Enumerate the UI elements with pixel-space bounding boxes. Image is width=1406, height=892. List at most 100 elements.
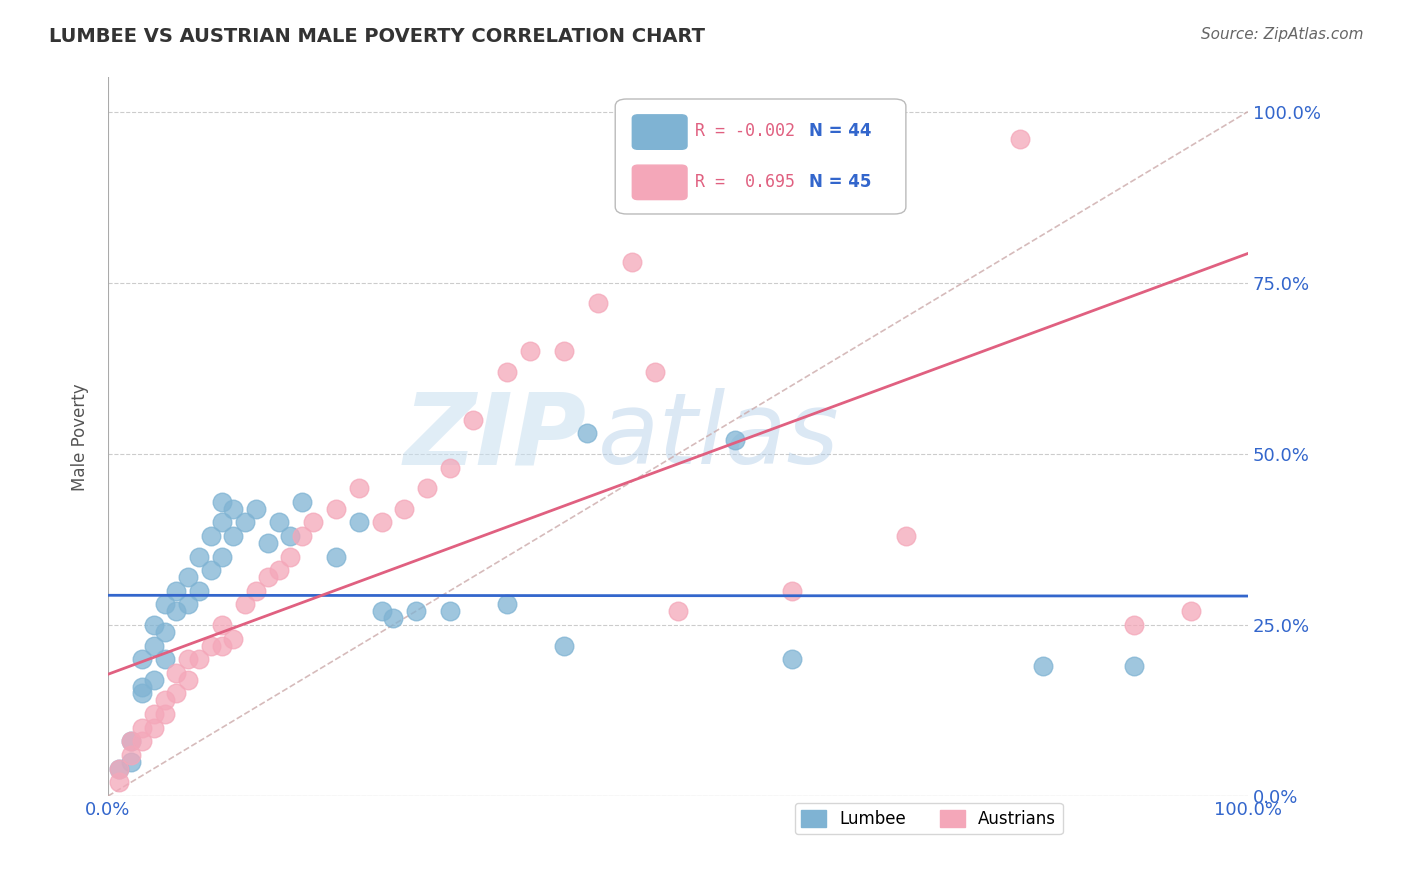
Point (200, 639, 222, 653)
Point (177, 673, 200, 687)
Point (131, 734, 153, 748)
Point (280, 529, 302, 543)
Point (188, 549, 211, 564)
Point (416, 481, 439, 495)
Point (165, 686, 187, 700)
Point (120, 734, 142, 748)
Point (177, 570, 200, 584)
Point (131, 686, 153, 700)
Point (153, 706, 176, 721)
Point (245, 501, 267, 516)
Point (177, 598, 200, 612)
Point (724, 433, 747, 447)
Legend: Lumbee, Austrians: Lumbee, Austrians (794, 803, 1063, 835)
Point (222, 632, 245, 646)
Point (1122, 659, 1144, 673)
Point (256, 536, 278, 550)
FancyBboxPatch shape (616, 99, 905, 214)
Point (142, 618, 165, 632)
Point (1122, 618, 1144, 632)
Point (553, 344, 575, 359)
Point (291, 529, 314, 543)
Point (280, 549, 302, 564)
Text: R = -0.002: R = -0.002 (695, 122, 794, 140)
Point (1032, 659, 1054, 673)
Point (211, 549, 233, 564)
Point (644, 365, 666, 379)
Point (496, 598, 519, 612)
Point (165, 665, 187, 680)
Point (131, 721, 153, 735)
Point (108, 762, 131, 776)
Point (188, 652, 211, 666)
Text: N = 44: N = 44 (808, 122, 872, 140)
Point (200, 529, 222, 543)
Point (347, 481, 370, 495)
Point (519, 344, 541, 359)
Point (211, 495, 233, 509)
Point (621, 255, 644, 269)
Point (325, 549, 347, 564)
Point (211, 618, 233, 632)
Point (120, 755, 142, 769)
Point (394, 501, 416, 516)
Point (575, 426, 598, 441)
Point (108, 762, 131, 776)
FancyBboxPatch shape (633, 115, 688, 149)
Point (267, 563, 290, 577)
Point (894, 529, 917, 543)
Point (496, 365, 519, 379)
Point (142, 639, 165, 653)
Point (347, 516, 370, 530)
Point (553, 639, 575, 653)
Point (325, 501, 347, 516)
Point (586, 296, 609, 310)
Point (142, 721, 165, 735)
Point (200, 563, 222, 577)
FancyBboxPatch shape (633, 165, 688, 200)
Point (120, 734, 142, 748)
Point (108, 775, 131, 789)
Y-axis label: Male Poverty: Male Poverty (72, 383, 89, 491)
Point (1180, 604, 1202, 618)
Point (405, 604, 427, 618)
Point (120, 747, 142, 762)
Text: R =  0.695: R = 0.695 (695, 173, 794, 191)
Point (302, 516, 325, 530)
Point (153, 598, 176, 612)
Point (153, 624, 176, 639)
Point (461, 412, 484, 426)
Point (222, 529, 245, 543)
Point (666, 604, 689, 618)
Point (177, 652, 200, 666)
Text: atlas: atlas (598, 388, 839, 485)
Text: Source: ZipAtlas.com: Source: ZipAtlas.com (1201, 27, 1364, 42)
Point (267, 516, 290, 530)
Point (153, 652, 176, 666)
Point (131, 652, 153, 666)
Point (188, 583, 211, 598)
Point (233, 516, 256, 530)
Point (142, 673, 165, 687)
Point (256, 570, 278, 584)
Point (780, 583, 803, 598)
Text: LUMBEE VS AUSTRIAN MALE POVERTY CORRELATION CHART: LUMBEE VS AUSTRIAN MALE POVERTY CORRELAT… (49, 27, 706, 45)
Point (1008, 132, 1031, 146)
Point (131, 680, 153, 694)
Point (370, 516, 392, 530)
Point (165, 583, 187, 598)
Point (245, 583, 267, 598)
Point (370, 604, 392, 618)
Point (439, 604, 461, 618)
Point (153, 693, 176, 707)
Point (211, 516, 233, 530)
Point (222, 501, 245, 516)
Point (142, 706, 165, 721)
Point (165, 604, 187, 618)
Text: N = 45: N = 45 (808, 173, 872, 191)
Point (211, 639, 233, 653)
Point (233, 598, 256, 612)
Point (439, 460, 461, 475)
Point (291, 495, 314, 509)
Point (780, 652, 803, 666)
